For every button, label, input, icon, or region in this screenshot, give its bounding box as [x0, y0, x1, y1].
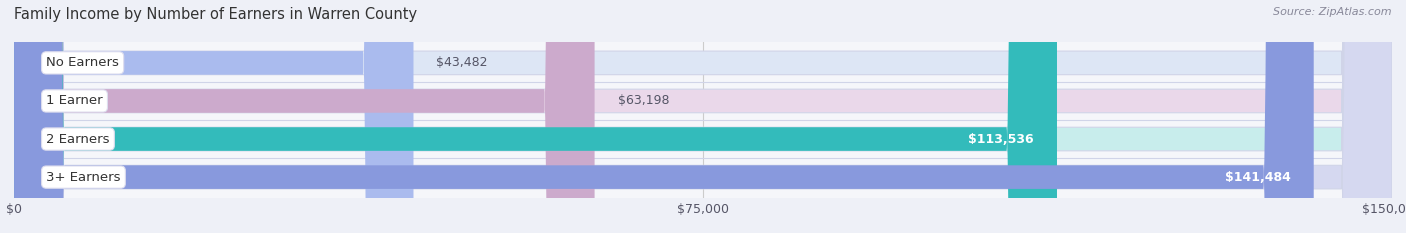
- FancyBboxPatch shape: [14, 0, 413, 233]
- Text: Family Income by Number of Earners in Warren County: Family Income by Number of Earners in Wa…: [14, 7, 418, 22]
- Text: $141,484: $141,484: [1225, 171, 1291, 184]
- FancyBboxPatch shape: [14, 0, 1313, 233]
- FancyBboxPatch shape: [14, 0, 1392, 233]
- FancyBboxPatch shape: [14, 0, 595, 233]
- Text: Source: ZipAtlas.com: Source: ZipAtlas.com: [1274, 7, 1392, 17]
- Text: 3+ Earners: 3+ Earners: [46, 171, 121, 184]
- Text: $113,536: $113,536: [969, 133, 1033, 146]
- Text: 1 Earner: 1 Earner: [46, 94, 103, 107]
- Text: No Earners: No Earners: [46, 56, 120, 69]
- FancyBboxPatch shape: [14, 0, 1057, 233]
- FancyBboxPatch shape: [14, 0, 1392, 233]
- Text: 2 Earners: 2 Earners: [46, 133, 110, 146]
- FancyBboxPatch shape: [14, 0, 1392, 233]
- Text: $63,198: $63,198: [617, 94, 669, 107]
- FancyBboxPatch shape: [14, 0, 1392, 233]
- Text: $43,482: $43,482: [436, 56, 488, 69]
